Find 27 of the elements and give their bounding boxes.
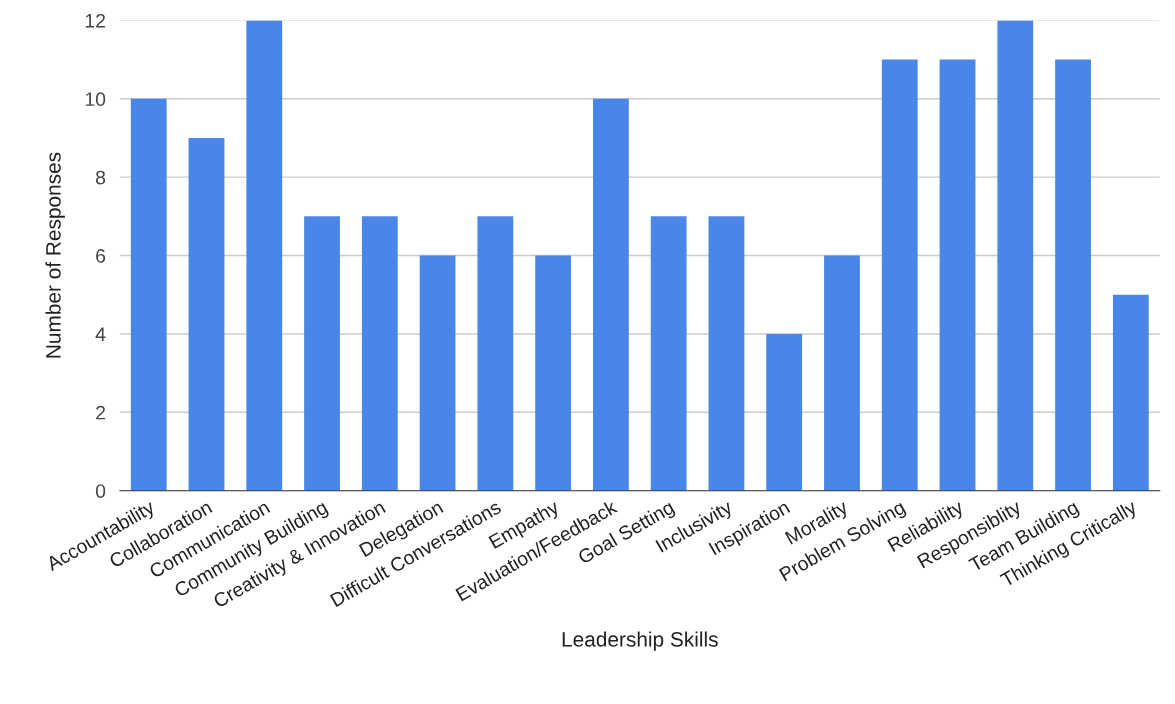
bar <box>881 59 918 491</box>
y-axis-title: Number of Responses <box>45 152 65 358</box>
bar <box>997 20 1034 491</box>
bar <box>939 59 976 491</box>
bar <box>592 98 629 491</box>
bar <box>535 255 572 491</box>
y-tick-label: 4 <box>95 327 106 341</box>
y-tick-label: 2 <box>96 405 105 420</box>
y-tick-label: 10 <box>85 92 106 107</box>
x-axis-title: Leadership Skills <box>562 631 718 651</box>
bar <box>824 255 860 491</box>
bar <box>1055 59 1091 491</box>
y-tick-label: 6 <box>96 249 106 263</box>
bar <box>766 333 803 491</box>
bar <box>477 216 514 491</box>
bar <box>130 98 167 491</box>
bar <box>650 216 687 491</box>
bar <box>708 216 745 491</box>
bar <box>361 216 398 491</box>
bar <box>304 216 340 491</box>
y-tick-label: 12 <box>85 13 105 28</box>
y-tick-label: 8 <box>95 170 106 185</box>
bar <box>419 255 456 491</box>
bar <box>246 20 283 491</box>
bar <box>1112 294 1149 491</box>
bar <box>188 137 225 491</box>
y-tick-label: 0 <box>95 484 106 498</box>
